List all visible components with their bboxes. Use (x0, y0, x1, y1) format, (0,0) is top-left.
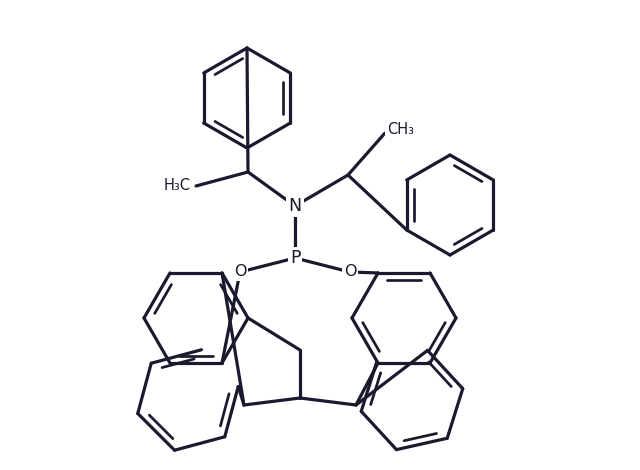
Text: N: N (289, 197, 301, 215)
Text: O: O (344, 265, 356, 280)
Text: CH₃: CH₃ (387, 122, 414, 136)
Text: P: P (290, 249, 300, 267)
Text: O: O (234, 265, 246, 280)
Text: H₃C: H₃C (164, 179, 191, 194)
